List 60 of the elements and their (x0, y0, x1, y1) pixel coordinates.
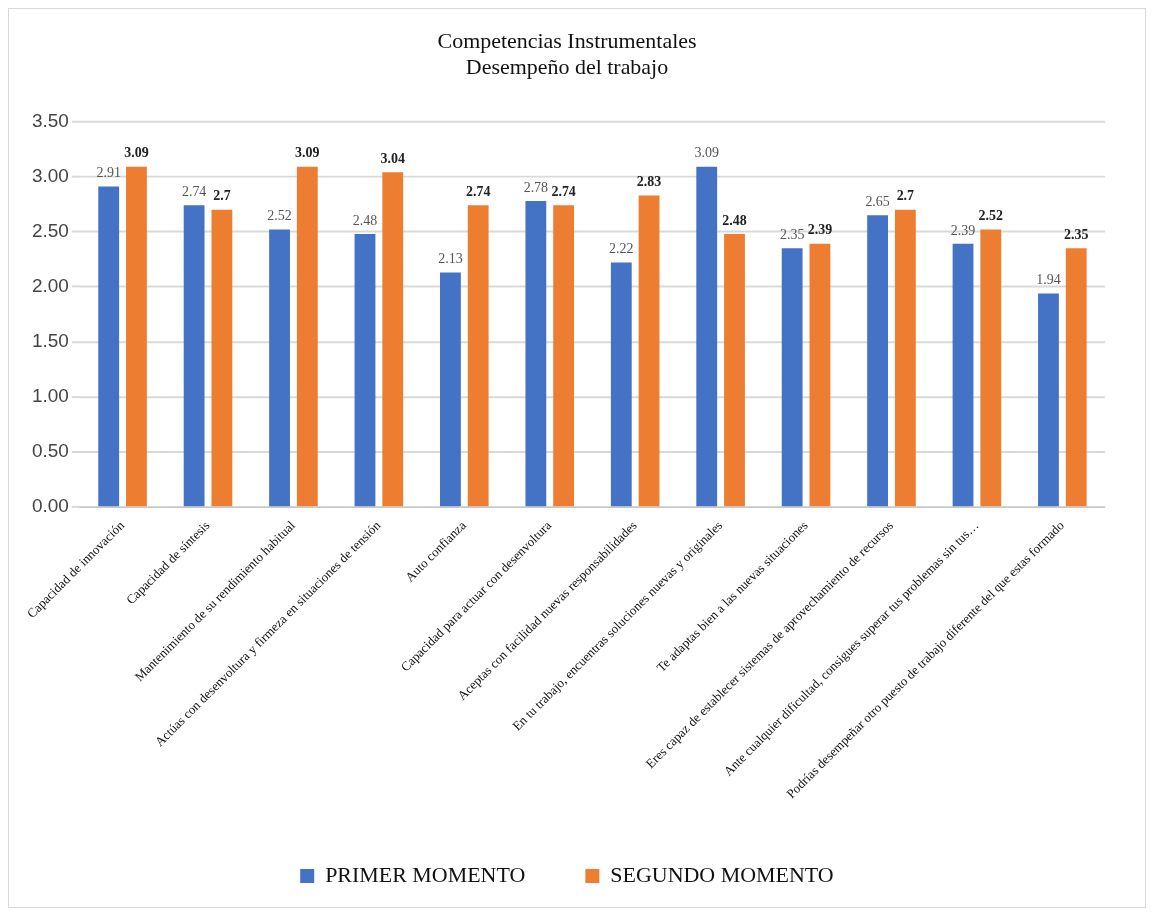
data-label: 2.74 (181, 183, 207, 199)
bar (867, 215, 889, 507)
bar (724, 233, 745, 507)
data-label: 2.7 (896, 188, 915, 204)
data-label: 2.78 (523, 179, 549, 195)
data-label: 1.94 (1036, 272, 1061, 288)
y-tick-label: 1.00 (31, 385, 69, 407)
bar (553, 205, 575, 507)
bar (126, 166, 147, 507)
data-label: 3.09 (124, 145, 149, 161)
bar (211, 209, 233, 507)
data-label: 2.48 (352, 212, 378, 228)
y-tick-label: 2.50 (31, 219, 69, 241)
chart-subtitle: Desempeño del trabajo (465, 54, 669, 80)
bar (525, 200, 547, 507)
bar (980, 229, 1002, 507)
legend-label: PRIMER MOMENTO (325, 861, 526, 887)
bar (610, 262, 632, 507)
data-label: 2.74 (551, 183, 576, 199)
bar (467, 205, 489, 507)
data-label: 2.52 (978, 208, 1004, 224)
chart-title: Competencias Instrumentales (437, 27, 697, 53)
data-label: 2.13 (438, 251, 463, 267)
y-tick-label: 3.50 (31, 109, 69, 131)
bar (781, 248, 803, 507)
bar (440, 272, 461, 507)
data-label: 3.04 (380, 150, 405, 166)
y-tick-label: 0.50 (31, 440, 69, 462)
data-label: 2.22 (609, 241, 634, 257)
data-label: 2.83 (636, 174, 662, 190)
data-label: 3.09 (694, 145, 719, 161)
data-label: 2.74 (465, 183, 491, 199)
data-label: 3.09 (295, 145, 320, 161)
bar (382, 172, 404, 507)
data-label: 2.65 (865, 193, 890, 209)
bar (952, 243, 974, 507)
bar (894, 209, 916, 507)
bar (1065, 248, 1087, 507)
bar (98, 186, 120, 507)
y-tick-label: 1.50 (31, 330, 69, 352)
bar (638, 195, 660, 507)
data-label: 2.35 (1064, 226, 1089, 242)
bar (296, 166, 318, 507)
bar (354, 233, 376, 507)
data-label: 2.39 (807, 222, 833, 238)
data-label: 2.91 (96, 165, 121, 181)
data-label: 2.35 (779, 226, 805, 242)
data-label: 2.7 (213, 188, 231, 204)
data-label: 2.52 (267, 208, 292, 224)
y-tick-label: 2.00 (31, 275, 69, 297)
bar (183, 205, 205, 507)
data-label: 2.39 (950, 222, 976, 238)
data-label: 2.48 (722, 212, 747, 228)
y-tick-label: 0.00 (31, 495, 69, 517)
bar (1038, 293, 1059, 507)
legend-label: SEGUNDO MOMENTO (610, 861, 834, 887)
y-tick-label: 3.00 (31, 164, 69, 186)
bar (809, 243, 831, 507)
bar (269, 229, 290, 507)
bar (696, 166, 718, 507)
